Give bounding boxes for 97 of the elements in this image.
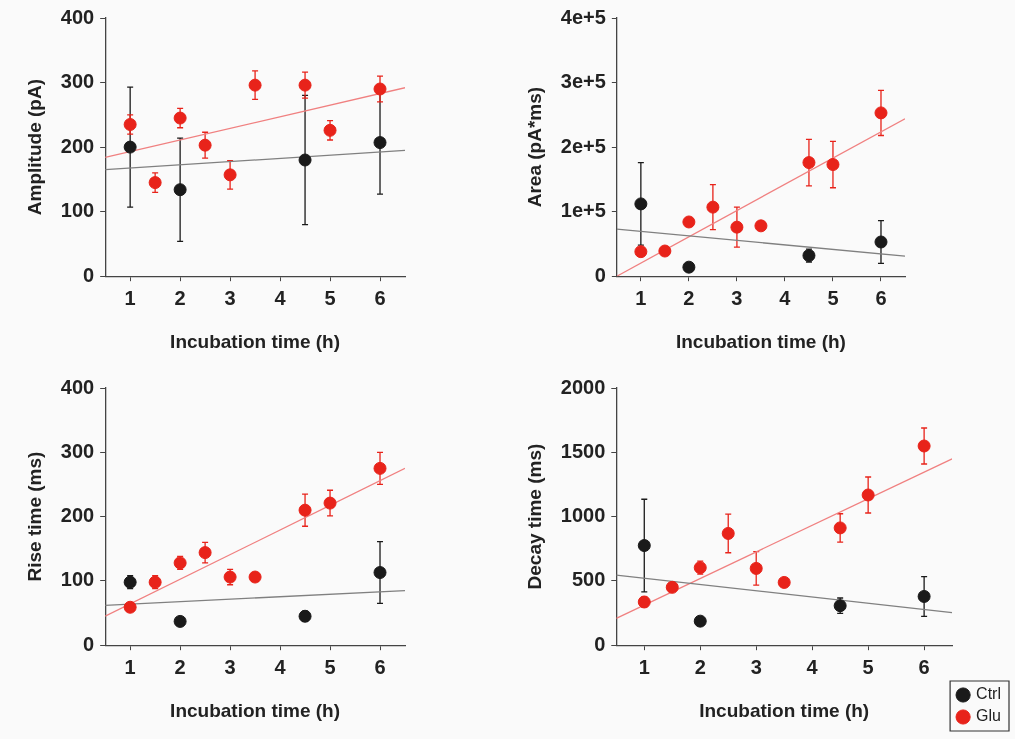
x-tick-label: 4: [274, 286, 287, 309]
point: [298, 78, 312, 92]
point: [637, 539, 651, 553]
y-tick-label: 200: [60, 504, 95, 527]
y-axis-title: Area (pA*ms): [523, 86, 545, 208]
point: [874, 106, 888, 120]
y-axis-title: Amplitude (pA): [23, 79, 45, 216]
x-tick-label: 5: [862, 655, 874, 678]
y-tick-label: 1500: [560, 439, 606, 462]
point: [706, 200, 720, 214]
y-tick-label: 500: [571, 568, 606, 591]
point: [148, 176, 162, 190]
point: [833, 521, 847, 535]
y-tick-label: 100: [60, 199, 95, 222]
x-axis-title: Incubation time (h): [699, 699, 870, 721]
point: [665, 580, 679, 594]
x-tick-label: 6: [374, 286, 386, 309]
y-tick-label: 100: [60, 568, 95, 591]
point: [373, 82, 387, 96]
point: [248, 570, 262, 584]
point: [373, 136, 387, 150]
x-tick-label: 1: [635, 286, 647, 309]
point: [298, 503, 312, 517]
point: [730, 220, 744, 234]
point: [802, 156, 816, 170]
y-tick-label: 0: [83, 632, 95, 655]
x-tick-label: 1: [124, 286, 136, 309]
x-tick-label: 5: [324, 286, 336, 309]
point: [123, 118, 137, 132]
y-tick-label: 400: [60, 375, 95, 398]
point: [749, 561, 763, 575]
x-tick-label: 3: [750, 655, 762, 678]
y-tick-label: 3e+5: [560, 70, 606, 93]
x-tick-label: 2: [683, 286, 695, 309]
point: [682, 260, 696, 274]
x-tick-label: 4: [274, 655, 287, 678]
point: [634, 245, 648, 259]
point: [917, 439, 931, 453]
point: [826, 158, 840, 172]
y-tick-label: 2e+5: [560, 134, 606, 157]
point: [123, 600, 137, 614]
point: [861, 488, 875, 502]
y-tick-label: 300: [60, 70, 95, 93]
x-tick-label: 2: [174, 655, 186, 678]
point: [323, 496, 337, 510]
y-tick-label: 200: [60, 134, 95, 157]
point: [682, 215, 696, 229]
point: [198, 546, 212, 560]
y-tick-label: 0: [594, 632, 606, 655]
x-axis-title: Incubation time (h): [675, 330, 846, 352]
point: [373, 461, 387, 475]
x-tick-label: 4: [779, 286, 792, 309]
point: [323, 123, 337, 137]
point: [173, 111, 187, 125]
y-tick-label: 1000: [560, 504, 606, 527]
x-tick-label: 6: [374, 655, 386, 678]
x-axis-title: Incubation time (h): [170, 330, 341, 352]
x-tick-label: 3: [224, 286, 236, 309]
y-axis-title: Decay time (ms): [523, 443, 545, 590]
x-tick-label: 5: [827, 286, 839, 309]
point: [658, 244, 672, 258]
point: [123, 140, 137, 154]
point: [173, 183, 187, 197]
x-tick-label: 6: [875, 286, 887, 309]
y-axis-title: Rise time (ms): [23, 451, 45, 582]
point: [373, 566, 387, 580]
x-tick-label: 5: [324, 655, 336, 678]
y-tick-label: 4e+5: [560, 5, 606, 28]
legend-label: Ctrl: [976, 685, 1001, 703]
point: [248, 78, 262, 92]
point: [198, 138, 212, 152]
legend-label: Glu: [976, 707, 1002, 725]
x-axis-title: Incubation time (h): [170, 699, 341, 721]
point: [693, 614, 707, 628]
x-tick-label: 4: [806, 655, 819, 678]
x-tick-label: 2: [174, 286, 186, 309]
point: [754, 219, 768, 233]
x-tick-label: 6: [918, 655, 930, 678]
point: [917, 589, 931, 603]
point: [874, 235, 888, 249]
x-tick-label: 2: [694, 655, 706, 678]
y-tick-label: 0: [83, 263, 95, 286]
x-tick-label: 3: [731, 286, 743, 309]
y-tick-label: 0: [594, 263, 606, 286]
point: [298, 153, 312, 167]
y-tick-label: 400: [60, 5, 95, 28]
y-tick-label: 1e+5: [560, 199, 606, 222]
point: [173, 614, 187, 628]
point: [634, 197, 648, 211]
point: [777, 575, 791, 589]
y-tick-label: 300: [60, 439, 95, 462]
point: [223, 168, 237, 182]
x-tick-label: 3: [224, 655, 236, 678]
y-tick-label: 2000: [560, 375, 606, 398]
x-tick-label: 1: [124, 655, 136, 678]
x-tick-label: 1: [638, 655, 650, 678]
point: [721, 526, 735, 540]
